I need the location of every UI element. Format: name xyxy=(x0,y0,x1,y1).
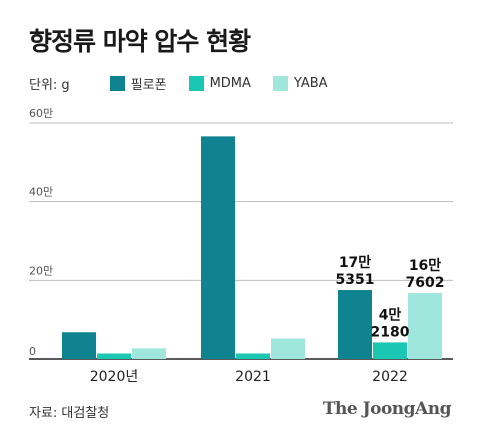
y-tick-label-1: 20만 xyxy=(29,264,53,277)
bar-1-0 xyxy=(201,136,235,359)
y-tick-label-0: 0 xyxy=(29,345,36,358)
bar-0-1 xyxy=(97,353,131,359)
data-label-1-line-0: 4만 xyxy=(379,307,402,323)
x-tick-label-0: 2020년 xyxy=(90,369,139,385)
data-label-2-line-0: 16만 xyxy=(409,258,441,274)
legend-label-yaba: YABA xyxy=(293,76,328,91)
source-note: 자료: 대검찰청 xyxy=(29,406,110,421)
data-label-1-line-1: 2180 xyxy=(371,324,410,340)
data-label-0-line-0: 17만 xyxy=(339,255,371,271)
bars xyxy=(62,136,442,359)
legend-item-yaba: YABA xyxy=(272,76,328,91)
x-axis: 2020년 2021 2022 xyxy=(90,369,408,385)
bar-1-1 xyxy=(236,353,270,359)
legend-swatch-mdma xyxy=(188,76,204,91)
unit-label: 단위: g xyxy=(29,78,70,93)
x-tick-label-1: 2021 xyxy=(235,369,271,385)
brand-logo: The JoongAng xyxy=(322,399,452,419)
y-tick-label-3: 60만 xyxy=(29,107,53,120)
legend-swatch-yaba xyxy=(272,76,288,91)
bar-1-2 xyxy=(271,338,305,359)
legend-item-mdma: MDMA xyxy=(188,76,251,91)
legend-swatch-philopon xyxy=(109,76,125,91)
x-tick-label-2: 2022 xyxy=(372,369,408,385)
bar-2-2 xyxy=(408,293,442,359)
bar-0-2 xyxy=(132,348,166,359)
data-label-0-line-1: 5351 xyxy=(336,272,375,288)
bar-2-1 xyxy=(373,342,407,359)
legend-label-mdma: MDMA xyxy=(209,76,251,91)
bar-2-0 xyxy=(338,290,372,359)
legend-label-philopon: 필로폰 xyxy=(130,78,167,93)
legend-item-philopon: 필로폰 xyxy=(109,74,167,93)
legend: 단위: g 필로폰 MDMA YABA xyxy=(29,74,350,93)
data-label-2-line-1: 7602 xyxy=(406,275,445,291)
chart-title: 향정류 마약 압수 현황 xyxy=(29,27,251,56)
bar-0-0 xyxy=(62,332,96,359)
y-tick-label-2: 40만 xyxy=(29,186,53,199)
